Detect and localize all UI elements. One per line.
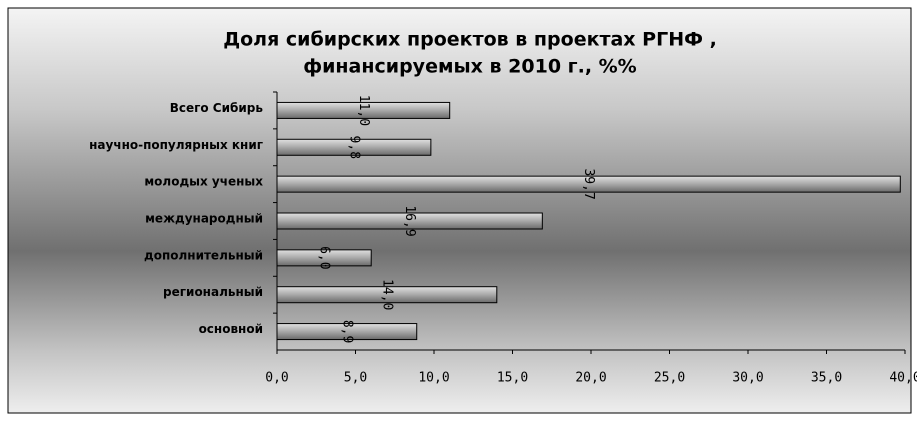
x-tick-label: 35,0 (811, 371, 842, 386)
y-tick-label: международный (145, 212, 263, 226)
bar (276, 101, 451, 119)
data-label: 6,0 (317, 246, 332, 269)
y-tick-label: Всего Сибирь (170, 101, 264, 115)
bar (276, 323, 418, 341)
chart-title: Доля сибирских проектов в проектах РГНФ … (223, 29, 717, 51)
y-tick-label: дополнительный (144, 248, 263, 262)
bar (276, 138, 432, 156)
data-label: 39,7 (581, 168, 596, 199)
data-label: 16,9 (402, 205, 417, 236)
x-tick-label: 20,0 (575, 371, 606, 386)
chart-title: финансируемых в 2010 г., %% (303, 56, 636, 78)
y-tick-label: молодых ученых (144, 175, 263, 189)
x-tick-label: 40,0 (889, 371, 917, 386)
y-tick-label: научно-популярных книг (89, 138, 263, 152)
data-label: 11,0 (356, 95, 371, 126)
bar (276, 212, 543, 230)
chart-background (7, 7, 912, 414)
x-tick-label: 25,0 (654, 371, 685, 386)
x-tick-label: 30,0 (732, 371, 763, 386)
x-tick-label: 5,0 (344, 371, 367, 386)
bar (276, 249, 372, 267)
y-tick-label: региональный (163, 285, 263, 299)
bar (276, 175, 901, 193)
x-tick-label: 10,0 (418, 371, 449, 386)
data-label: 14,0 (379, 279, 394, 310)
y-tick-label: основной (199, 322, 263, 336)
x-tick-label: 0,0 (265, 371, 288, 386)
data-label: 8,9 (339, 320, 354, 343)
data-label: 9,8 (346, 136, 361, 159)
x-tick-label: 15,0 (497, 371, 528, 386)
bar (276, 286, 498, 304)
